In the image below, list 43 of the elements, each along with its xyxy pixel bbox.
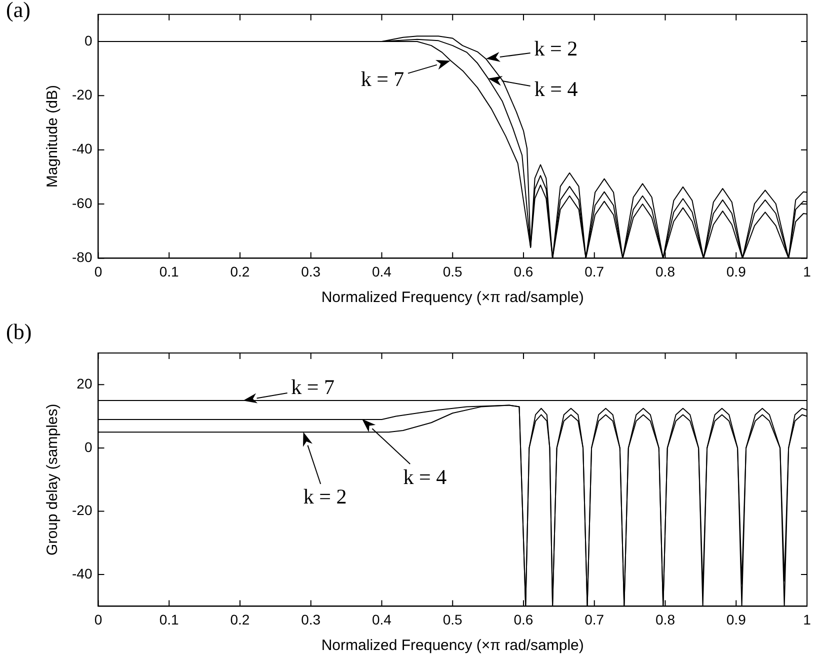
- x-tick-label: 0.6: [514, 611, 534, 628]
- y-tick-label: 0: [84, 438, 92, 455]
- x-tick-label: 0.2: [230, 611, 250, 628]
- x-tick-label: 1: [803, 611, 812, 628]
- x-tick-label: 0.8: [656, 611, 676, 628]
- y-tick-label: -20: [72, 502, 92, 518]
- x-tick-label: 0.2: [230, 263, 250, 280]
- x-tick-label: 0.8: [656, 263, 676, 280]
- annotation: k = 2: [534, 36, 578, 60]
- x-axis-title: Normalized Frequency (×π rad/sample): [321, 637, 584, 654]
- y-tick-label: 0: [84, 32, 92, 48]
- x-tick-label: 0.1: [159, 263, 180, 280]
- x-tick-label: 0.9: [726, 263, 746, 280]
- x-tick-label: 0.3: [301, 611, 321, 628]
- chart-title: (b): [6, 318, 32, 344]
- y-tick-label: -60: [72, 194, 92, 211]
- x-axis-title: Normalized Frequency (×π rad/sample): [321, 289, 584, 306]
- x-tick-label: 0.6: [514, 263, 534, 280]
- x-tick-label: 0.5: [442, 611, 463, 628]
- y-tick-label: -80: [72, 249, 92, 266]
- annotation: k = 4: [403, 464, 448, 489]
- y-tick-label: -40: [72, 140, 92, 157]
- annotation: k = 2: [303, 484, 347, 509]
- x-tick-label: 0: [94, 611, 102, 628]
- x-tick-label: 0.3: [301, 263, 321, 280]
- annotation: k = 7: [360, 66, 404, 91]
- annotation: k = 7: [291, 374, 334, 399]
- x-tick-label: 0.7: [584, 611, 604, 628]
- y-tick-label: -40: [72, 565, 92, 582]
- x-tick-label: 0: [94, 263, 102, 280]
- x-tick-label: 1: [803, 263, 812, 280]
- x-tick-label: 0.4: [372, 263, 392, 280]
- x-tick-label: 0.9: [726, 611, 746, 628]
- x-tick-label: 0.5: [442, 263, 463, 280]
- y-axis-title: Group delay (samples): [44, 404, 62, 556]
- y-axis-title: Magnitude (dB): [44, 85, 62, 188]
- x-tick-label: 0.7: [584, 263, 604, 280]
- x-tick-label: 0.4: [372, 611, 392, 628]
- x-tick-label: 0.1: [159, 611, 180, 628]
- annotation: k = 4: [534, 76, 578, 101]
- chart-title: (a): [6, 0, 30, 22]
- y-tick-label: 20: [76, 376, 92, 392]
- y-tick-label: -20: [72, 86, 92, 103]
